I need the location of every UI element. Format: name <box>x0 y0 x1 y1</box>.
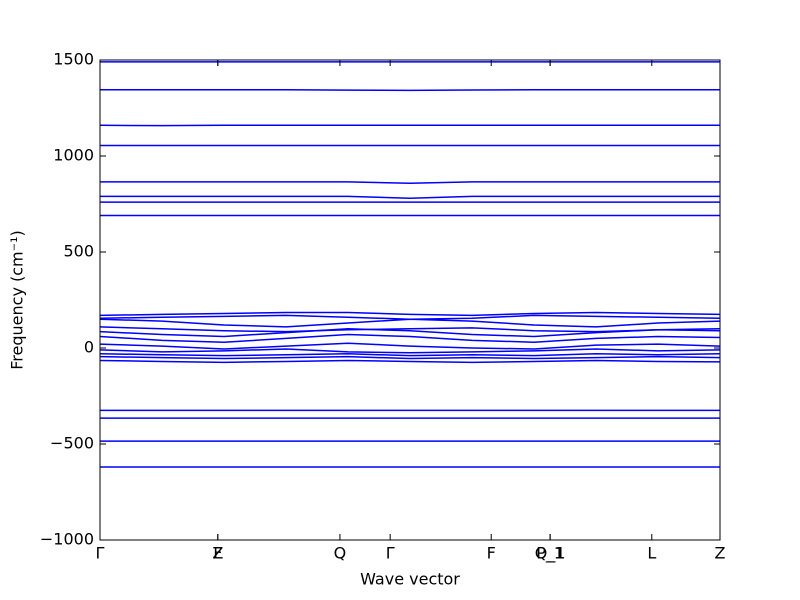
x-tick-label: F <box>487 544 496 563</box>
y-tick-label: 1500 <box>53 50 94 69</box>
y-tick-label: 1000 <box>53 146 94 165</box>
band-line <box>99 328 721 338</box>
band-line <box>99 355 721 360</box>
x-tick-label: Z <box>212 544 223 563</box>
band-line <box>100 195 720 199</box>
x-tick-label: Γ <box>96 544 105 563</box>
y-tick-label: 500 <box>63 242 94 261</box>
band-line <box>99 342 721 350</box>
x-tick-label: P_1 <box>536 544 564 564</box>
y-tick-label: −1000 <box>40 530 94 549</box>
x-tick-label: L <box>647 544 656 563</box>
y-axis-label: Frequency (cm⁻¹) <box>8 230 27 369</box>
band-line <box>99 348 721 354</box>
x-tick-label: Q_1 <box>535 544 566 564</box>
x-tick-label: Z <box>715 544 726 563</box>
plot-frame <box>99 59 721 541</box>
band-line <box>99 333 721 343</box>
x-tick-label: F <box>213 544 222 563</box>
y-tick-label: −500 <box>50 434 94 453</box>
y-tick-label: 0 <box>84 338 94 357</box>
x-tick-label: Q <box>334 544 347 563</box>
band-line <box>99 318 721 328</box>
band-line <box>100 181 720 185</box>
band-line <box>100 89 720 92</box>
band-line <box>99 311 721 317</box>
x-tick-label: Γ <box>386 544 395 563</box>
band-line <box>99 353 721 357</box>
x-axis-label: Wave vector <box>360 570 460 589</box>
band-line <box>99 359 721 364</box>
